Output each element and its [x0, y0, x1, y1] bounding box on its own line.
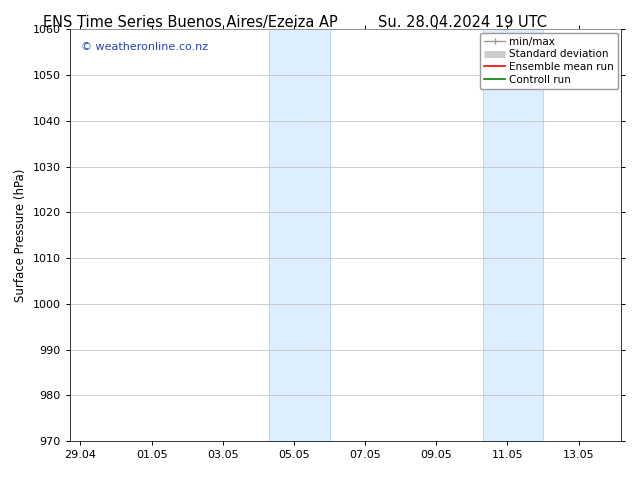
Text: ENS Time Series Buenos Aires/Ezeiza AP: ENS Time Series Buenos Aires/Ezeiza AP [43, 15, 337, 30]
Legend: min/max, Standard deviation, Ensemble mean run, Controll run: min/max, Standard deviation, Ensemble me… [480, 32, 618, 89]
Bar [269, 29, 330, 441]
Y-axis label: Surface Pressure (hPa): Surface Pressure (hPa) [14, 169, 27, 302]
Text: © weatheronline.co.nz: © weatheronline.co.nz [81, 42, 208, 52]
Text: Su. 28.04.2024 19 UTC: Su. 28.04.2024 19 UTC [378, 15, 547, 30]
Bar [482, 29, 543, 441]
